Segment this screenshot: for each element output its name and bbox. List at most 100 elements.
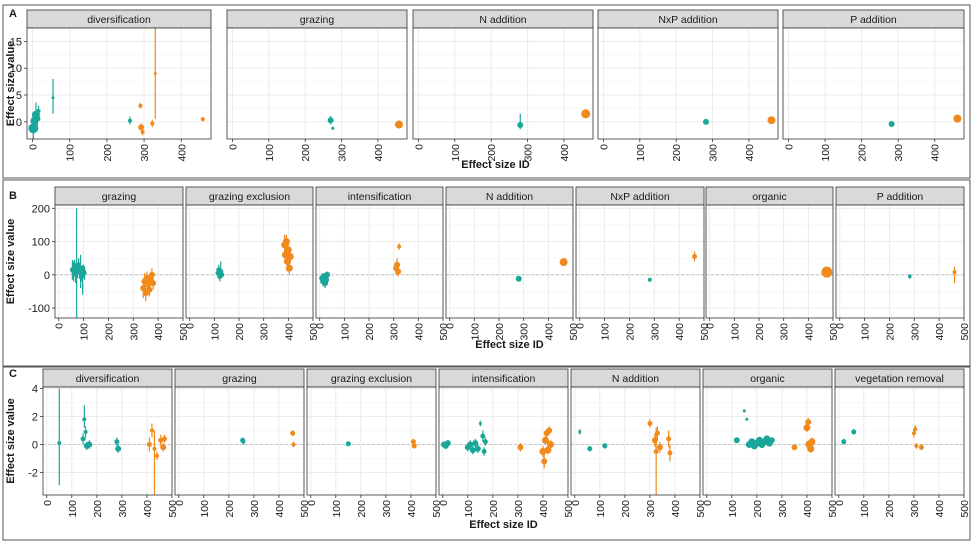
marks <box>821 266 833 278</box>
marks <box>908 266 957 284</box>
x-tick-label: 500 <box>828 323 840 341</box>
facet-diversification: diversification 0 100 200 300 400 500 <box>42 368 179 518</box>
data-point <box>80 436 86 442</box>
plot-area <box>836 205 964 318</box>
x-tick-label: 400 <box>559 144 571 162</box>
x-tick-label: 200 <box>752 500 764 518</box>
facet-frame <box>834 386 965 496</box>
data-point <box>140 130 145 135</box>
data-point <box>808 438 816 446</box>
x-tick-label: 300 <box>909 323 921 341</box>
panel-border <box>2 366 971 541</box>
x-tick-label: 200 <box>300 144 312 162</box>
data-point <box>918 444 924 450</box>
x-tick-label: 400 <box>674 323 686 341</box>
data-point <box>154 453 159 458</box>
x-tick-label: 0 <box>227 144 239 150</box>
x-tick-label: 200 <box>884 323 896 341</box>
plot-area <box>43 387 172 495</box>
data-point <box>541 436 549 444</box>
marks <box>345 438 417 449</box>
x-tick-label: 100 <box>859 500 871 518</box>
data-point <box>82 417 87 422</box>
facet-frame <box>185 204 314 319</box>
data-point <box>667 450 673 456</box>
marks <box>57 388 167 495</box>
x-tick-label: 100 <box>820 144 832 162</box>
y-axis-title: Effect size value <box>5 219 17 305</box>
y-tick-label: 0 <box>44 270 50 282</box>
facet-title: N addition <box>479 14 526 26</box>
facet-frame <box>570 386 701 496</box>
x-tick-label: 100 <box>595 500 607 518</box>
marks <box>517 109 591 130</box>
y-axis-title: Effect size value <box>5 398 17 484</box>
data-point <box>138 103 143 108</box>
x-tick-label: 300 <box>139 144 151 162</box>
marks <box>215 234 294 282</box>
facet-frame <box>782 27 965 140</box>
data-point <box>146 442 152 448</box>
data-point <box>546 441 554 449</box>
y-tick-label: 100 <box>32 237 50 249</box>
x-tick-label: 500 <box>299 500 311 518</box>
data-point <box>481 449 487 455</box>
facet-frame <box>575 204 705 319</box>
y-tick-label: 4 <box>32 383 38 395</box>
data-point <box>517 122 524 129</box>
panel-B: B -100 0 100 200 Effect size value Effect size… <box>2 179 971 367</box>
x-tick-label: 100 <box>635 144 647 162</box>
plot-area <box>446 205 573 318</box>
x-tick-label: 200 <box>620 500 632 518</box>
facet-title: grazing exclusion <box>331 373 412 385</box>
data-point <box>150 121 155 126</box>
facet-title: vegetation removal <box>855 373 944 385</box>
x-tick-label: 200 <box>234 323 246 341</box>
facet-frame <box>705 204 834 319</box>
facet-title: P addition <box>850 14 897 26</box>
facet-title: P addition <box>877 191 924 203</box>
x-tick-label: 300 <box>519 323 531 341</box>
facet-grazing: grazing 0 100 200 300 400 500 <box>174 368 311 518</box>
x-tick-label: 0 <box>28 144 40 150</box>
facet-diversification: diversification 0 100 200 300 400 <box>26 9 212 162</box>
y-tick-label: 10 <box>10 63 22 75</box>
marks <box>841 424 924 451</box>
facet-frame <box>306 386 437 496</box>
data-point <box>888 120 895 127</box>
x-tick-label: 300 <box>708 144 720 162</box>
x-tick-label: 400 <box>930 144 942 162</box>
x-tick-label: 200 <box>488 500 500 518</box>
x-tick-label: 500 <box>178 323 190 341</box>
facet-nxp-addition: NxP addition 0 100 200 300 400 <box>597 9 779 162</box>
panel-border <box>2 179 971 367</box>
data-point <box>158 437 164 443</box>
facet-frame <box>835 204 965 319</box>
data-point <box>83 429 88 434</box>
data-point <box>160 444 167 451</box>
x-tick-label: 500 <box>438 323 450 341</box>
data-point <box>410 439 416 445</box>
x-tick-label: 0 <box>705 323 717 329</box>
x-tick-label: 100 <box>65 144 77 162</box>
x-tick-label: 400 <box>803 323 815 341</box>
plot-area <box>227 28 407 139</box>
data-point <box>152 446 157 451</box>
x-tick-label: 300 <box>128 323 140 341</box>
x-tick-label: 200 <box>356 500 368 518</box>
data-point <box>82 270 87 275</box>
data-point <box>290 430 296 436</box>
x-tick-label: 400 <box>142 500 154 518</box>
data-point <box>395 268 402 275</box>
x-tick-label: 0 <box>185 323 197 329</box>
data-point <box>541 458 548 465</box>
x-tick-label: 100 <box>209 323 221 341</box>
data-point <box>285 264 293 272</box>
x-tick-label: 300 <box>337 144 349 162</box>
data-point <box>150 280 157 287</box>
x-axis-title: Effect size ID <box>461 159 530 171</box>
x-tick-label: 500 <box>167 500 179 518</box>
plot-area <box>27 28 211 139</box>
data-point <box>821 266 833 278</box>
data-point <box>291 442 296 447</box>
